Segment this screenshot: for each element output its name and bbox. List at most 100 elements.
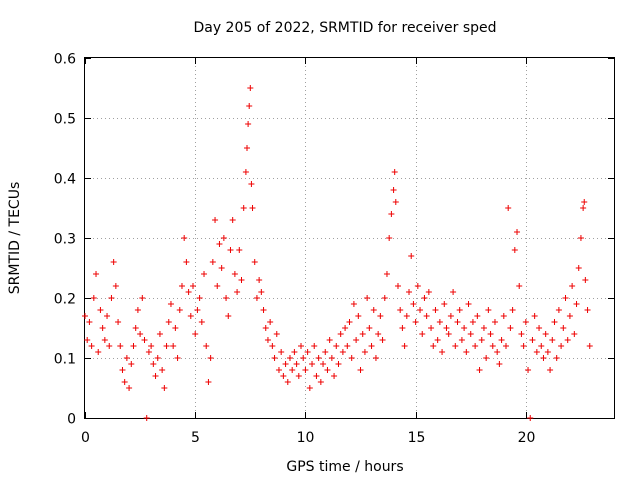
data-point	[379, 337, 386, 343]
data-point	[117, 343, 124, 349]
x-tick-label: 10	[297, 430, 315, 446]
data-point	[145, 349, 152, 355]
data-point	[112, 283, 119, 289]
data-point	[558, 343, 565, 349]
data-point	[249, 205, 256, 211]
data-point	[242, 169, 249, 175]
data-point	[536, 325, 543, 331]
data-point	[220, 235, 227, 241]
data-point	[529, 337, 536, 343]
data-point	[551, 319, 558, 325]
data-point	[295, 373, 302, 379]
x-tick-label: 5	[191, 430, 200, 446]
data-point	[126, 385, 133, 391]
data-point	[300, 355, 307, 361]
data-point	[491, 319, 498, 325]
data-point	[410, 301, 417, 307]
data-point	[223, 295, 230, 301]
data-point	[544, 349, 551, 355]
data-point	[214, 283, 221, 289]
data-point	[238, 277, 245, 283]
data-point	[143, 415, 150, 421]
data-point	[372, 355, 379, 361]
data-point	[286, 355, 293, 361]
data-point	[93, 271, 100, 277]
data-point	[152, 373, 159, 379]
data-point	[496, 361, 503, 367]
data-point	[527, 415, 534, 421]
data-point	[392, 199, 399, 205]
data-point	[581, 199, 588, 205]
data-point	[128, 361, 135, 367]
data-point	[229, 217, 236, 223]
data-point	[412, 319, 419, 325]
y-tick-label: 0.3	[54, 232, 76, 248]
data-point	[183, 259, 190, 265]
data-point	[251, 259, 258, 265]
data-point	[84, 337, 91, 343]
data-point	[218, 265, 225, 271]
data-point	[353, 337, 360, 343]
data-point	[134, 307, 141, 313]
data-point	[348, 355, 355, 361]
data-point	[119, 367, 126, 373]
data-point	[355, 313, 362, 319]
data-point	[472, 343, 479, 349]
data-point	[368, 343, 375, 349]
data-point	[533, 349, 540, 355]
data-point	[174, 355, 181, 361]
data-point	[350, 301, 357, 307]
data-point	[370, 307, 377, 313]
data-point	[315, 355, 322, 361]
chart-title: Day 205 of 2022, SRMTID for receiver spe…	[193, 20, 496, 36]
data-point	[586, 343, 593, 349]
data-point	[566, 313, 573, 319]
data-point	[502, 343, 509, 349]
data-point	[337, 331, 344, 337]
data-point	[391, 169, 398, 175]
data-point	[516, 283, 523, 289]
data-point	[421, 295, 428, 301]
data-point	[342, 325, 349, 331]
data-point	[509, 307, 516, 313]
data-point	[465, 301, 472, 307]
data-point	[344, 343, 351, 349]
data-point	[476, 367, 483, 373]
data-point	[231, 271, 238, 277]
data-point	[248, 181, 255, 187]
data-point	[130, 343, 137, 349]
data-point	[185, 289, 192, 295]
data-point	[256, 277, 263, 283]
data-point	[456, 307, 463, 313]
data-point	[331, 373, 338, 379]
data-point	[209, 259, 216, 265]
data-point	[278, 349, 285, 355]
data-point	[320, 361, 327, 367]
data-point	[359, 331, 366, 337]
data-point	[194, 307, 201, 313]
data-point	[397, 307, 404, 313]
data-point	[198, 319, 205, 325]
x-axis-title: GPS time / hours	[286, 459, 403, 475]
data-point	[577, 235, 584, 241]
data-point	[542, 331, 549, 337]
data-point	[244, 145, 251, 151]
data-point	[313, 373, 320, 379]
y-tick-label: 0.2	[54, 292, 76, 308]
data-point	[573, 301, 580, 307]
data-point	[187, 313, 194, 319]
data-point	[178, 283, 185, 289]
data-point	[560, 325, 567, 331]
data-point	[108, 295, 115, 301]
data-point	[454, 319, 461, 325]
data-point	[450, 289, 457, 295]
data-point	[436, 319, 443, 325]
data-point	[317, 379, 324, 385]
data-point	[163, 343, 170, 349]
data-point	[240, 205, 247, 211]
data-point	[388, 211, 395, 217]
data-point	[282, 361, 289, 367]
data-point	[487, 331, 494, 337]
data-point	[141, 337, 148, 343]
x-tick-label: 20	[518, 430, 536, 446]
